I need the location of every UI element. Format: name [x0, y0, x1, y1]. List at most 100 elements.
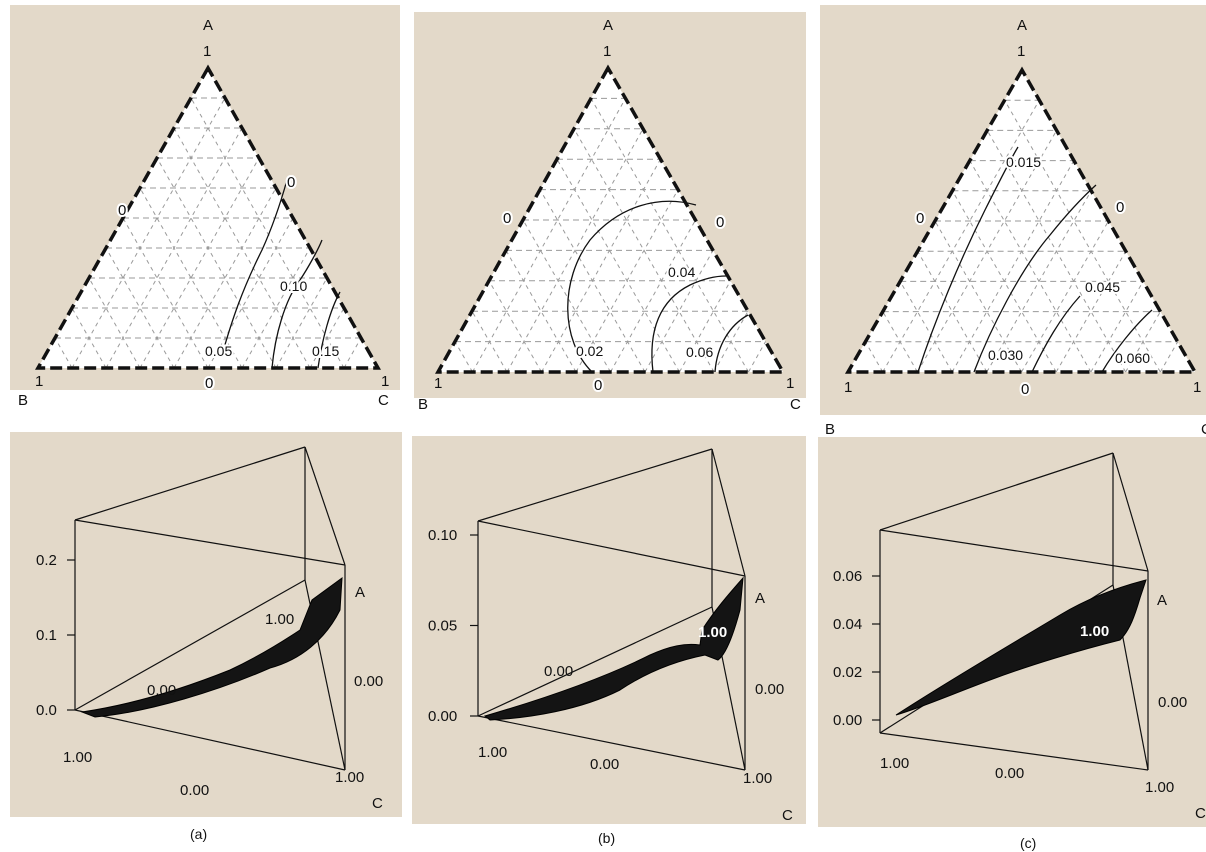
grid-line	[541, 158, 661, 373]
axis-label-a: A	[1157, 592, 1167, 609]
grid-line	[88, 277, 141, 369]
frame-edge	[879, 452, 1114, 531]
panel-c-bottom-bg	[818, 437, 1206, 827]
contour-label: 0.05	[205, 343, 232, 359]
edge-label-b-corner: 1.00	[63, 749, 92, 766]
contour-line	[714, 314, 749, 373]
response-surface	[80, 576, 343, 718]
grid-line	[969, 160, 1092, 373]
z-tick-label: 0.00	[428, 708, 457, 725]
edge-label-mid: 0.00	[180, 782, 209, 799]
edge-zero-label: 0	[1021, 381, 1029, 398]
vertex-value-right: 1	[786, 375, 794, 392]
grid-line	[1090, 281, 1144, 373]
contour-line	[271, 239, 323, 369]
edge-zero-label: 0	[1116, 199, 1124, 216]
contour-line	[317, 291, 341, 369]
z-tick-label: 0.06	[833, 568, 862, 585]
frame-edge	[711, 448, 746, 577]
ternary-plot-b: 0.02 0.04 0.06 A B C 1 1 1 0 0 0	[418, 17, 801, 413]
vertex-value-top: 1	[203, 43, 211, 60]
vertex-value-left: 1	[844, 379, 852, 396]
grid-line	[173, 127, 311, 369]
edge-label-a-corner: 1.00	[698, 624, 727, 641]
edge-zero-label: 0	[594, 377, 602, 394]
vertex-value-top: 1	[603, 43, 611, 60]
vertex-value-right: 1	[1193, 379, 1201, 396]
grid-line	[1159, 341, 1179, 373]
contour-line	[917, 146, 1019, 373]
response-surface	[483, 576, 744, 721]
contour-line	[1031, 295, 1081, 373]
contour-line	[567, 200, 697, 373]
edge-label-surface: 0.00	[544, 663, 573, 680]
axis-label-c: C	[1195, 805, 1206, 822]
edge-label-side: 0.00	[1158, 694, 1187, 711]
axis-label-c: C	[372, 795, 383, 812]
contour-label: 0.02	[576, 343, 603, 359]
z-tick-label: 0.04	[833, 616, 862, 633]
edge-zero-label: 0	[916, 210, 924, 227]
z-tick-label: 0.05	[428, 618, 457, 635]
response-surface	[895, 579, 1147, 716]
axis-label-a: A	[355, 584, 365, 601]
frame-edge	[304, 446, 346, 566]
frame-edge	[477, 520, 746, 577]
z-tick-label: 0.1	[36, 627, 57, 644]
ternary-plot-a: 0.05 0.10 0.15 A B C 1 1 1 0 0 0	[18, 17, 389, 409]
vertex-label-b: B	[18, 392, 28, 409]
edge-label-mid: 0.00	[995, 765, 1024, 782]
grid-line	[986, 130, 1127, 373]
frame-edge	[879, 732, 1149, 771]
vertex-label-a: A	[1017, 17, 1027, 34]
grid-line	[506, 128, 644, 373]
axis-label-c: C	[782, 807, 793, 824]
caption-a: (a)	[190, 826, 207, 842]
grid-line	[522, 219, 611, 373]
frame-edge	[879, 529, 1149, 572]
vertex-label-c: C	[790, 396, 801, 413]
edge-zero-label: 0	[287, 174, 295, 191]
grid-line	[556, 158, 680, 373]
vertex-label-a: A	[203, 17, 213, 34]
grid-line	[139, 157, 260, 369]
triangle-border	[34, 64, 382, 370]
contour-label: 0.015	[1006, 154, 1041, 170]
z-tick-label: 0.10	[428, 527, 457, 544]
caption-b: (b)	[598, 830, 615, 846]
edge-zero-label: 0	[118, 202, 126, 219]
grid-line	[343, 337, 362, 369]
surface-plot-a: 0.0 0.1 0.2 A C 1.00 0.00 1.00 0.00 0.00 1.00	[36, 446, 383, 812]
edge-label-surface: 0.00	[147, 682, 176, 699]
vertex-value-top: 1	[1017, 43, 1025, 60]
contour-line	[221, 179, 288, 356]
edge-label-side: 0.00	[755, 681, 784, 698]
frame-edge	[477, 606, 713, 717]
frame-edge	[74, 446, 306, 521]
grid-line	[679, 280, 731, 373]
grid-line	[71, 97, 226, 369]
grid-line	[1021, 220, 1109, 373]
vertex-label-c: C	[1201, 421, 1206, 438]
contour-line	[1101, 309, 1153, 373]
frame-edge	[1112, 452, 1149, 572]
edge-label-a-corner: 1.00	[265, 611, 294, 628]
frame-edge	[74, 579, 306, 711]
grid-line	[105, 247, 175, 369]
edge-zero-label: 0	[716, 214, 724, 231]
grid-line	[748, 341, 766, 373]
edge-zero-label: 0	[205, 375, 213, 392]
frame-edge	[74, 709, 346, 771]
axis-label-a: A	[755, 590, 765, 607]
grid-line	[275, 277, 328, 369]
grid-line	[54, 337, 73, 369]
contour-label: 0.060	[1115, 350, 1150, 366]
grid-line	[190, 97, 345, 369]
grid-line	[156, 157, 277, 369]
contour-label: 0.045	[1085, 279, 1120, 295]
edge-label-side: 0.00	[354, 673, 383, 690]
edge-label-mid: 0.00	[590, 756, 619, 773]
contour-label: 0.10	[280, 278, 307, 294]
grid-line	[864, 341, 884, 373]
